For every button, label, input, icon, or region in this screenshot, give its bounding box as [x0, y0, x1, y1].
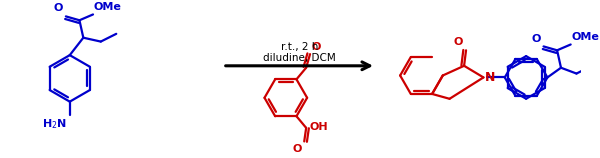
- Text: OMe: OMe: [572, 32, 599, 42]
- Text: N: N: [484, 71, 495, 84]
- Text: O: O: [53, 3, 63, 13]
- Text: r.t., 2 h: r.t., 2 h: [281, 42, 318, 52]
- Text: O: O: [454, 37, 463, 47]
- Text: H$_2$N: H$_2$N: [42, 117, 67, 131]
- Text: OMe: OMe: [94, 2, 122, 12]
- Text: O: O: [312, 42, 322, 52]
- Text: diludine, DCM: diludine, DCM: [263, 53, 336, 63]
- Text: OH: OH: [309, 122, 328, 132]
- Text: O: O: [293, 144, 302, 154]
- Text: O: O: [531, 33, 541, 43]
